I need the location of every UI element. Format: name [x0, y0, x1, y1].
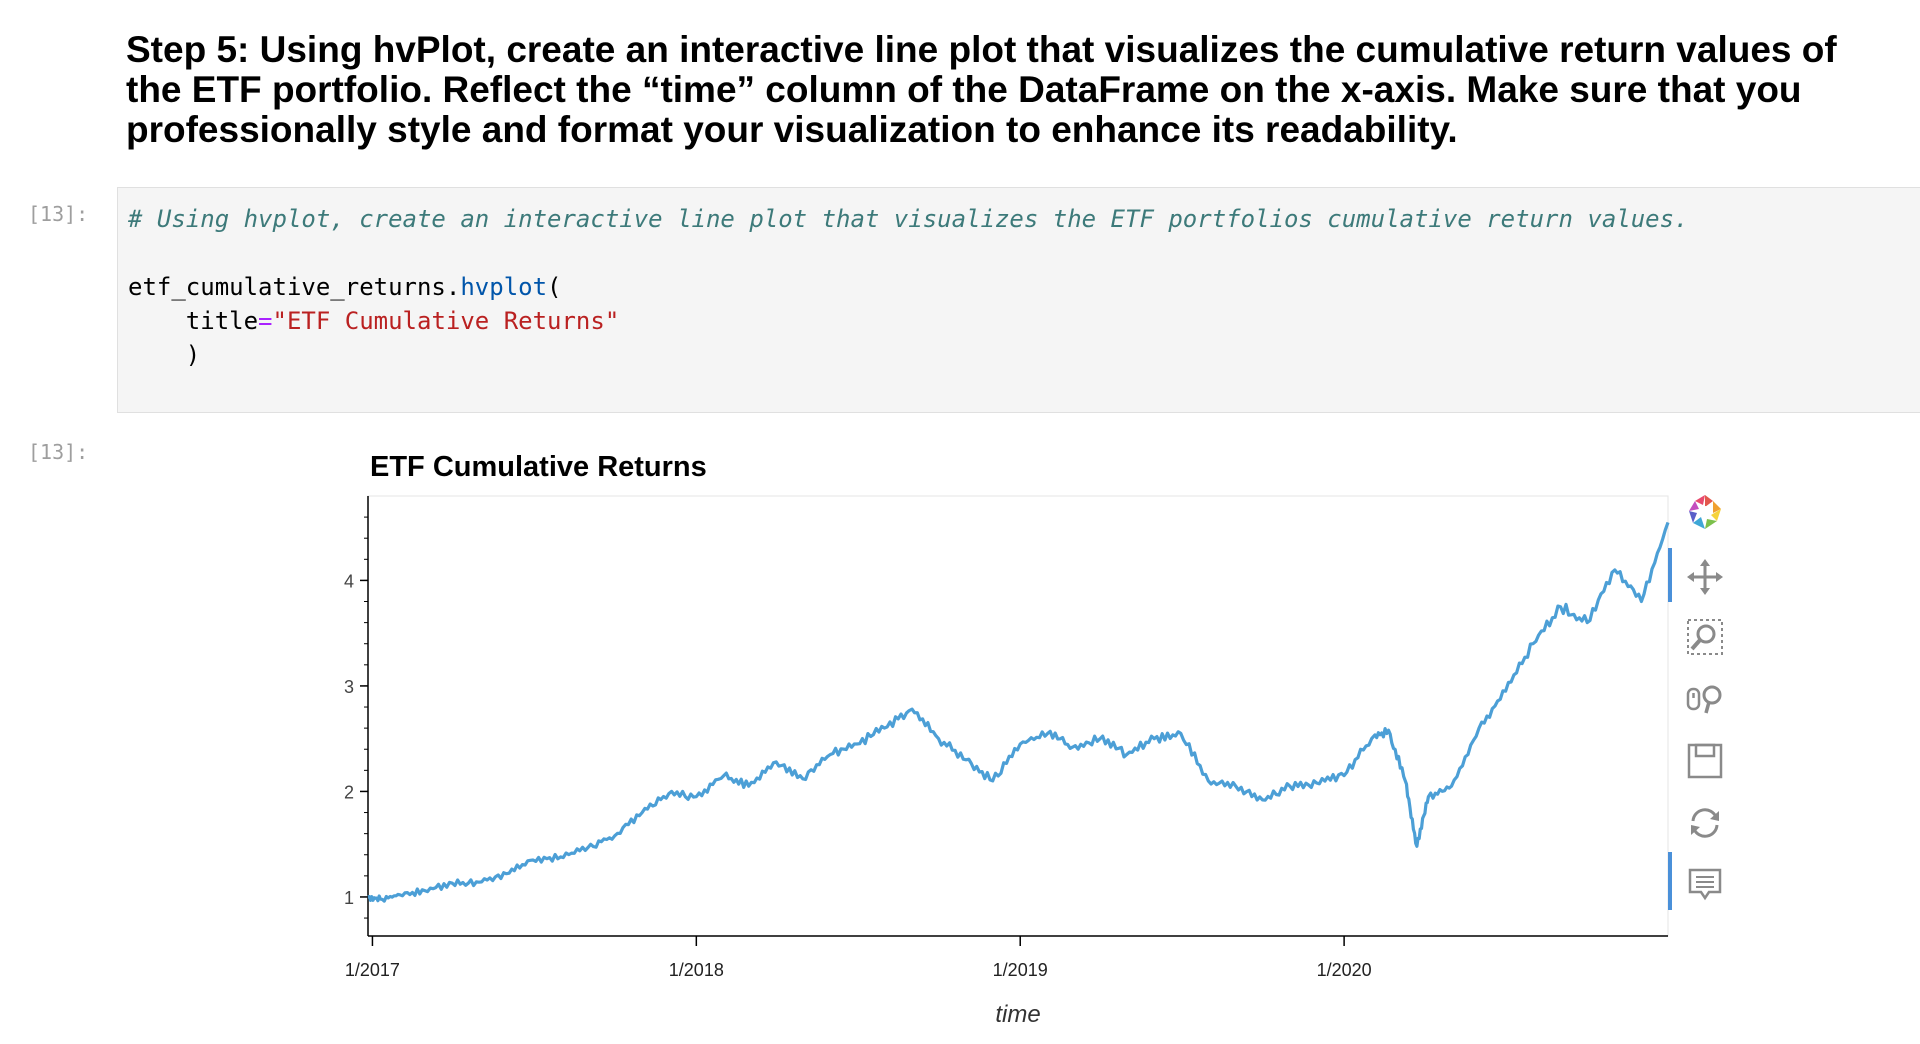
code-paren-close: ) [185, 341, 201, 369]
bokeh-logo-icon[interactable] [1682, 490, 1728, 536]
y-tick-label: 2 [344, 782, 354, 802]
code-editor[interactable]: # Using hvplot, create an interactive li… [128, 202, 1689, 372]
toolbar-active-marker-pan [1668, 548, 1672, 602]
series-line[interactable] [367, 521, 1670, 903]
step-heading: Step 5: Using hvPlot, create an interact… [126, 29, 1837, 150]
x-tick-label: 1/2019 [993, 960, 1048, 980]
pan-icon[interactable] [1682, 554, 1728, 600]
code-cell[interactable]: # Using hvplot, create an interactive li… [117, 187, 1920, 413]
output-prompt: [13]: [28, 440, 89, 464]
save-icon[interactable] [1682, 738, 1728, 784]
box-zoom-icon[interactable] [1682, 614, 1728, 660]
x-tick-label: 1/2017 [345, 960, 400, 980]
y-tick-label: 3 [344, 677, 354, 697]
code-operator: = [258, 307, 273, 335]
toolbar-active-marker-hover [1668, 852, 1672, 910]
plot-toolbar [1672, 490, 1744, 910]
plot-frame [367, 495, 1669, 937]
y-axis-ticks: 1 2 3 4 [344, 516, 368, 919]
code-function: hvplot [460, 273, 548, 301]
markdown-cell: Step 5: Using hvPlot, create an interact… [126, 30, 1886, 150]
code-string: "ETF Cumulative Returns" [272, 307, 620, 335]
y-tick-label: 1 [344, 888, 354, 908]
x-axis-ticks: 1/2017 1/2018 1/2019 1/2020 [345, 936, 1372, 980]
input-prompt: [13]: [28, 202, 89, 226]
code-keyword: title [185, 307, 259, 335]
y-tick-label: 4 [344, 571, 354, 591]
wheel-zoom-icon[interactable] [1682, 676, 1728, 722]
code-paren-open: ( [547, 273, 562, 301]
reset-icon[interactable] [1682, 800, 1728, 846]
x-tick-label: 1/2020 [1317, 960, 1372, 980]
hover-icon[interactable] [1682, 862, 1728, 908]
x-axis-label: time [995, 1001, 1040, 1028]
code-comment: # Using hvplot, create an interactive li… [128, 205, 1689, 233]
x-tick-label: 1/2018 [669, 960, 724, 980]
cumulative-returns-chart[interactable]: ETF Cumulative Returns 1 2 3 4 1/2017 1/2018… [300, 440, 1670, 1040]
chart-title: ETF Cumulative Returns [370, 451, 707, 483]
code-object: etf_cumulative_returns. [128, 273, 461, 301]
